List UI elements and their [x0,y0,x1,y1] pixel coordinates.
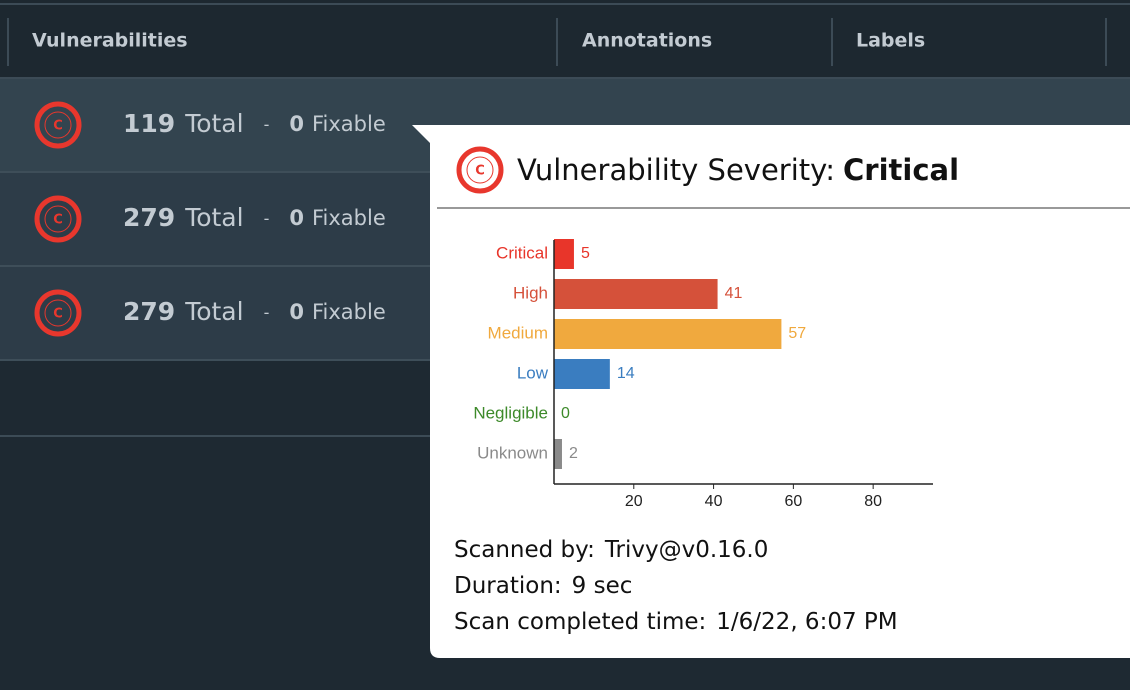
tooltip-title-text: Vulnerability Severity: [517,153,835,187]
detail-value: 9 sec [572,573,633,599]
severity-icon-inner [44,111,72,139]
severity-icon-inner [466,156,494,184]
x-tick-label: 40 [705,493,723,510]
total-count: 279 [123,297,175,326]
row-summary: 279 Total -0 Fixable [123,297,386,326]
tooltip [412,125,1130,658]
bar [554,319,782,349]
fixable-count: 0 [289,112,304,136]
category-label: High [513,283,548,302]
severity-icon [34,289,82,337]
detail-label: Scan completed time: [454,609,706,635]
severity-icon-letter: C [53,213,63,228]
value-label: 14 [617,365,635,382]
severity-icon [34,195,82,243]
value-label: 5 [581,245,590,262]
total-label: Total [184,203,243,232]
fixable-count: 0 [289,300,304,324]
value-label: 0 [561,405,570,422]
x-tick-label: 20 [625,493,643,510]
fixable-count: 0 [289,206,304,230]
separator: - [264,303,270,322]
fixable-label: Fixable [312,206,386,230]
severity-icon [456,146,504,194]
severity-icon-letter: C [475,164,485,179]
header-bar [0,0,1130,78]
column-header: Labels [856,30,925,52]
category-label: Unknown [477,443,548,462]
tooltip-title: Vulnerability Severity: Critical [517,153,959,187]
severity-icon-inner [44,205,72,233]
detail-label: Scanned by: [454,537,595,563]
scan-detail: Duration: 9 sec [454,573,632,599]
severity-icon [34,101,82,149]
fixable-label: Fixable [312,112,386,136]
total-label: Total [184,297,243,326]
severity-icon-letter: C [53,307,63,322]
bar [554,439,562,469]
column-header: Annotations [582,30,712,52]
tooltip-severity: Critical [843,153,959,187]
column-header: Vulnerabilities [32,30,188,52]
row-summary: 279 Total -0 Fixable [123,203,386,232]
detail-label: Duration: [454,573,562,599]
category-label: Negligible [473,403,548,422]
category-label: Low [517,363,549,382]
fixable-label: Fixable [312,300,386,324]
severity-icon-letter: C [53,119,63,134]
value-label: 57 [788,325,806,342]
detail-value: 1/6/22, 6:07 PM [716,609,897,635]
x-tick-label: 60 [784,493,802,510]
scan-detail: Scanned by: Trivy@v0.16.0 [454,537,768,563]
bar [554,359,610,389]
category-label: Critical [496,243,548,262]
total-label: Total [184,109,243,138]
scan-detail: Scan completed time: 1/6/22, 6:07 PM [454,609,898,635]
category-label: Medium [488,323,548,342]
bar [554,279,718,309]
value-label: 2 [569,445,578,462]
separator: - [264,209,270,228]
total-count: 279 [123,203,175,232]
separator: - [264,115,270,134]
severity-icon-inner [44,299,72,327]
x-tick-label: 80 [864,493,882,510]
value-label: 41 [725,285,743,302]
bar [554,239,574,269]
total-count: 119 [123,109,175,138]
row-summary: 119 Total -0 Fixable [123,109,386,138]
detail-value: Trivy@v0.16.0 [604,537,769,563]
